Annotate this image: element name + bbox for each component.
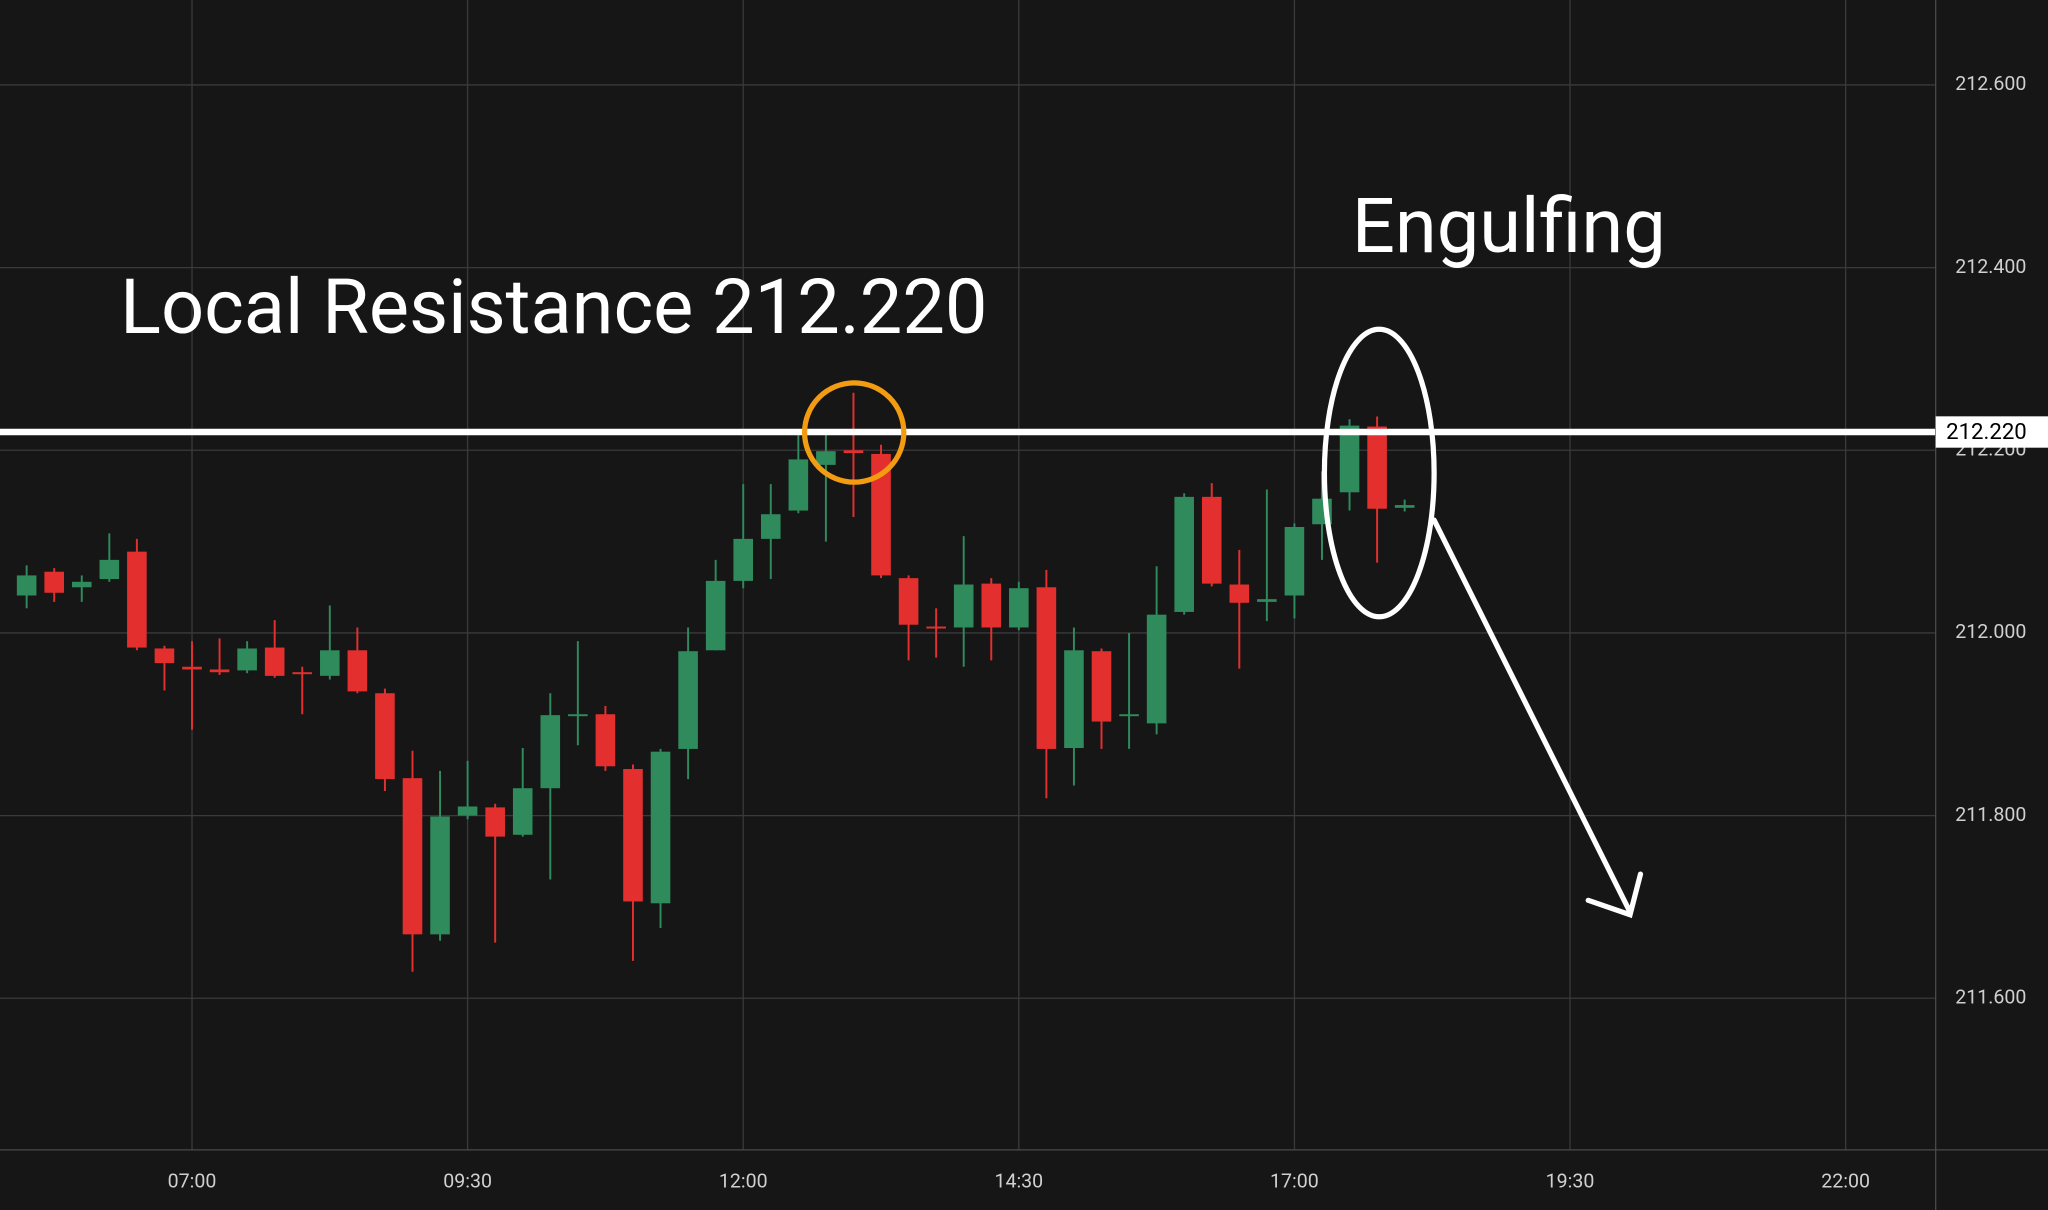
x-tick-label: 09:30 <box>443 1170 492 1193</box>
candle-body <box>1367 426 1387 509</box>
candle-body <box>44 571 64 593</box>
candle-body <box>512 788 533 835</box>
x-tick-label: 07:00 <box>168 1170 217 1193</box>
x-tick-label: 12:00 <box>719 1170 768 1193</box>
candle-body <box>1339 425 1360 493</box>
y-tick-label: 211.600 <box>1955 985 2026 1008</box>
candle-body <box>871 453 891 576</box>
candle-body <box>402 778 423 935</box>
candle-body <box>705 580 726 651</box>
candle-body <box>154 648 175 664</box>
candle-body <box>485 807 505 837</box>
candle-body <box>1009 588 1029 628</box>
highlight-ellipse <box>1321 326 1437 620</box>
candle-body <box>99 559 120 580</box>
x-tick-label: 22:00 <box>1821 1170 1870 1193</box>
y-tick-label: 212.600 <box>1955 72 2026 95</box>
candle-body <box>71 581 92 588</box>
candle-body <box>843 450 864 454</box>
x-tick-label: 19:30 <box>1546 1170 1595 1193</box>
candle-body <box>1284 526 1305 596</box>
candle-body <box>209 669 230 673</box>
candle-body <box>16 575 37 596</box>
arrow-shaft <box>1431 517 1633 915</box>
annotation: Local Resistance 212.220 <box>120 264 987 352</box>
candle-body <box>430 816 450 935</box>
candle-body <box>1064 650 1084 749</box>
candle-body <box>953 584 974 628</box>
candle-body <box>292 672 313 675</box>
annotation: Engulfing <box>1352 183 1666 271</box>
candle-body <box>540 715 561 789</box>
candle-body <box>127 551 147 648</box>
candle-body <box>1036 587 1057 749</box>
candle-body <box>678 651 698 749</box>
candle-body <box>457 806 478 816</box>
candle-body <box>1091 651 1112 722</box>
candle-body <box>347 650 368 692</box>
candle-body <box>1257 599 1277 602</box>
x-tick-label: 17:00 <box>1270 1170 1319 1193</box>
candles <box>0 392 1936 972</box>
y-tick-label: 212.000 <box>1955 620 2026 643</box>
price-tag-label: 212.220 <box>1946 419 2027 445</box>
candle-body <box>237 648 257 671</box>
y-tick-label: 212.400 <box>1955 255 2026 278</box>
candle-body <box>1201 496 1222 584</box>
arrow <box>1431 517 1644 919</box>
candle-body <box>898 578 919 625</box>
candle-body <box>926 626 946 629</box>
candle-body <box>1119 714 1139 717</box>
candle-body <box>595 714 616 767</box>
candle-body <box>623 769 643 902</box>
candle-body <box>788 459 809 511</box>
candle-body <box>816 451 836 465</box>
candle-body <box>733 538 754 581</box>
candle-body <box>760 514 781 539</box>
candle-body <box>1229 584 1250 603</box>
candle-body <box>568 714 588 717</box>
candle-body <box>1146 614 1167 724</box>
candle-body <box>182 666 202 670</box>
candle-body <box>320 650 340 676</box>
price-tag <box>1935 416 2048 448</box>
y-tick-label: 211.800 <box>1955 803 2026 826</box>
axes: 211.600211.800212.000212.200212.400212.6… <box>168 72 2048 1193</box>
candle-body <box>264 647 285 676</box>
candle-body <box>650 751 671 904</box>
candle-body <box>981 583 1002 628</box>
candle-body <box>1394 505 1415 508</box>
candle-body <box>1174 496 1194 612</box>
highlight-circle <box>801 380 907 485</box>
arrow-head <box>1585 871 1644 919</box>
candle-body <box>375 693 395 780</box>
x-tick-label: 14:30 <box>994 1170 1043 1193</box>
